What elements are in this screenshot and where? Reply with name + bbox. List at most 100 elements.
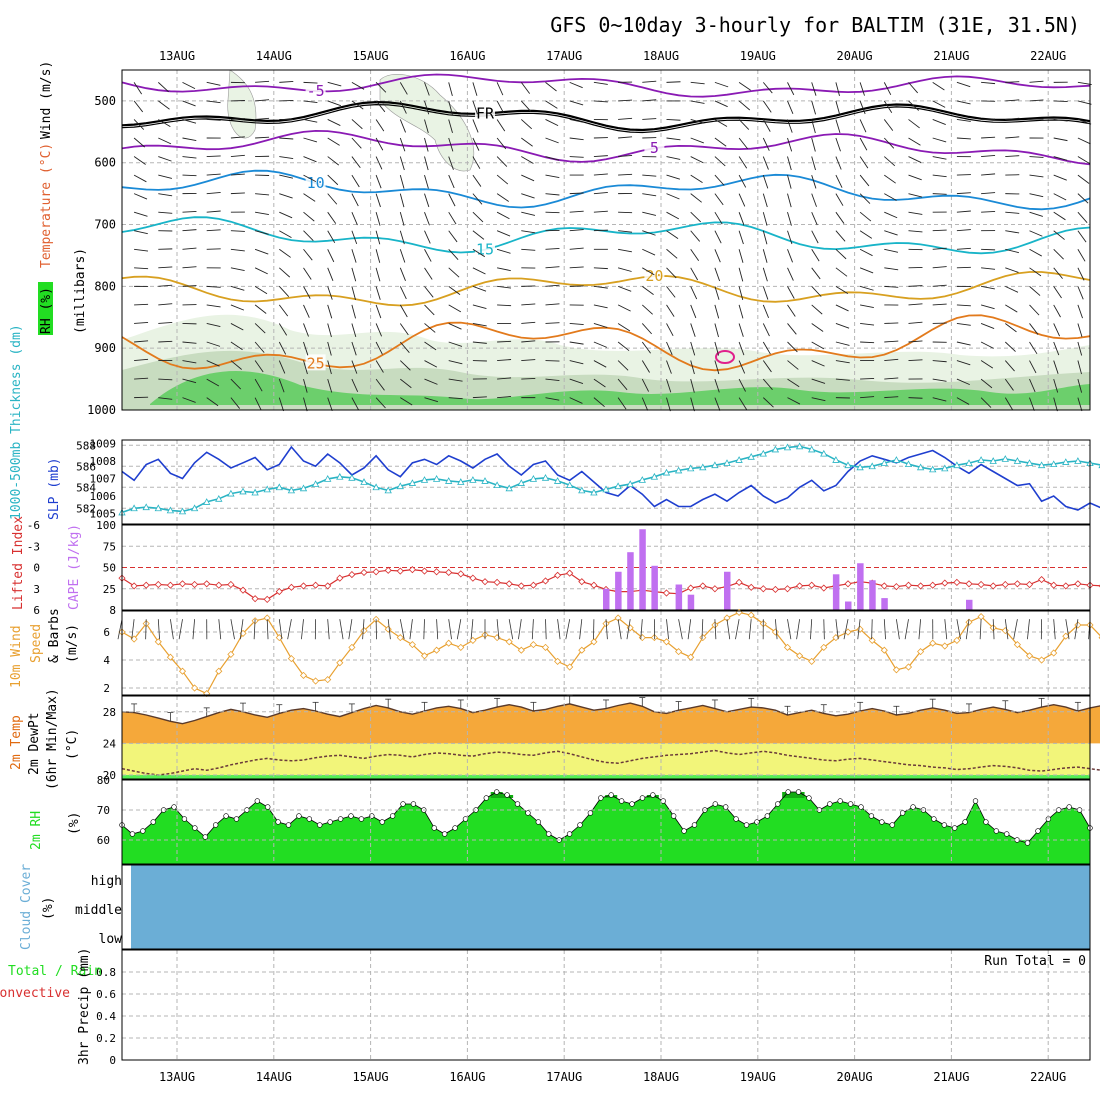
wind-barb — [496, 193, 509, 202]
rh-marker — [931, 816, 937, 822]
li-marker — [203, 580, 211, 588]
li-marker — [324, 582, 332, 590]
wind-barb — [811, 82, 817, 96]
wind-barb — [448, 211, 457, 225]
wind-barb — [714, 230, 722, 244]
wind-barb — [521, 174, 535, 182]
wind-barb — [569, 360, 584, 365]
wind-barb — [1077, 211, 1088, 224]
wind-barb — [327, 174, 339, 186]
wind-barb — [206, 155, 221, 157]
thickness-marker — [626, 480, 634, 487]
wind-barb — [158, 321, 173, 324]
rh-marker — [764, 813, 771, 819]
wind-barb — [642, 286, 654, 296]
isotherm-30-closed — [715, 350, 735, 364]
wind-barb — [738, 119, 750, 130]
wind-barb — [762, 119, 771, 132]
thickness-ytick: 588 — [76, 439, 96, 452]
li-marker — [263, 595, 271, 603]
wind-barb — [593, 191, 608, 195]
rh-marker — [129, 831, 136, 837]
wind-barb — [762, 397, 774, 408]
rh-marker — [358, 816, 365, 822]
li-marker — [154, 580, 162, 589]
wind-barb — [835, 304, 849, 312]
thickness-marker — [1013, 457, 1022, 464]
wind-barb — [980, 341, 994, 349]
rh-marker — [775, 801, 781, 807]
surface-barb — [348, 619, 353, 640]
cloud-cover-fill — [131, 865, 1090, 949]
series-lifted-index — [121, 568, 1100, 601]
thickness-marker — [203, 498, 211, 505]
wind-barb — [520, 119, 533, 130]
wind-barb — [278, 397, 284, 412]
wind-barb — [1053, 100, 1068, 102]
wind-barb — [1077, 119, 1092, 125]
thickness-marker — [275, 483, 283, 491]
wind-barb — [1005, 248, 1019, 254]
wind-barb — [859, 119, 867, 133]
series-thickness — [121, 445, 1100, 514]
li-marker — [287, 583, 295, 591]
wind-barb — [859, 230, 873, 239]
wind-barb — [932, 229, 947, 232]
li-marker — [384, 566, 392, 574]
rh-marker — [233, 816, 240, 822]
wind-barb — [424, 82, 430, 96]
wind-barb — [545, 100, 558, 109]
wind-barb — [448, 248, 459, 260]
surface-barb — [1065, 619, 1070, 640]
wind-barb — [690, 267, 699, 281]
ylabel-convective: Convective — [0, 986, 70, 1001]
wind-barb — [642, 211, 657, 216]
wind-barb — [1077, 81, 1092, 86]
slp-ytick: 1007 — [90, 473, 117, 486]
rh-marker — [993, 828, 1000, 834]
panel-frame-cloud — [121, 864, 1091, 950]
wind-barb — [593, 285, 608, 289]
wind-barb — [158, 211, 173, 214]
wind-barb — [351, 100, 364, 110]
wind-barb — [448, 174, 455, 189]
wind-barb — [1077, 137, 1091, 145]
wind-barb — [714, 211, 723, 225]
wind-barb — [908, 340, 923, 343]
rh-marker — [733, 816, 739, 822]
wind-barb — [569, 192, 584, 195]
li-marker — [541, 577, 550, 585]
wind-barb — [569, 81, 583, 89]
wind-barb — [641, 397, 649, 411]
isotherm-0-double — [121, 103, 1091, 134]
surface-barb — [1027, 619, 1030, 640]
surface-barb — [266, 619, 269, 640]
thickness-marker — [578, 486, 586, 494]
wind-barb — [327, 304, 333, 319]
wind-barb — [254, 360, 264, 373]
isotherm-label-bg — [475, 240, 495, 257]
wind-barb — [1053, 360, 1059, 374]
wind-barb — [884, 377, 899, 380]
wind-barb — [424, 230, 431, 244]
thickness-marker — [1074, 457, 1082, 464]
wind-barb — [617, 360, 629, 371]
wind-barb — [182, 341, 197, 344]
thickness-marker — [396, 482, 404, 490]
wind-marker — [578, 646, 586, 654]
ylabel-cloud-units: (%) — [41, 897, 56, 920]
wind-barb — [835, 360, 850, 364]
wind-barb — [1005, 155, 1020, 157]
wind-barb — [182, 229, 197, 232]
wind-barb — [279, 174, 294, 179]
li-marker — [1025, 580, 1034, 589]
wind-barb — [787, 100, 794, 114]
temp-ytick: 28 — [103, 706, 116, 719]
rh-marker — [566, 831, 573, 837]
wind-barb — [545, 193, 560, 196]
wind-barb — [787, 286, 795, 299]
wind-barb — [787, 156, 792, 171]
wind-barb — [835, 267, 848, 277]
wind-barb — [327, 211, 337, 224]
wind-barb — [206, 81, 221, 86]
